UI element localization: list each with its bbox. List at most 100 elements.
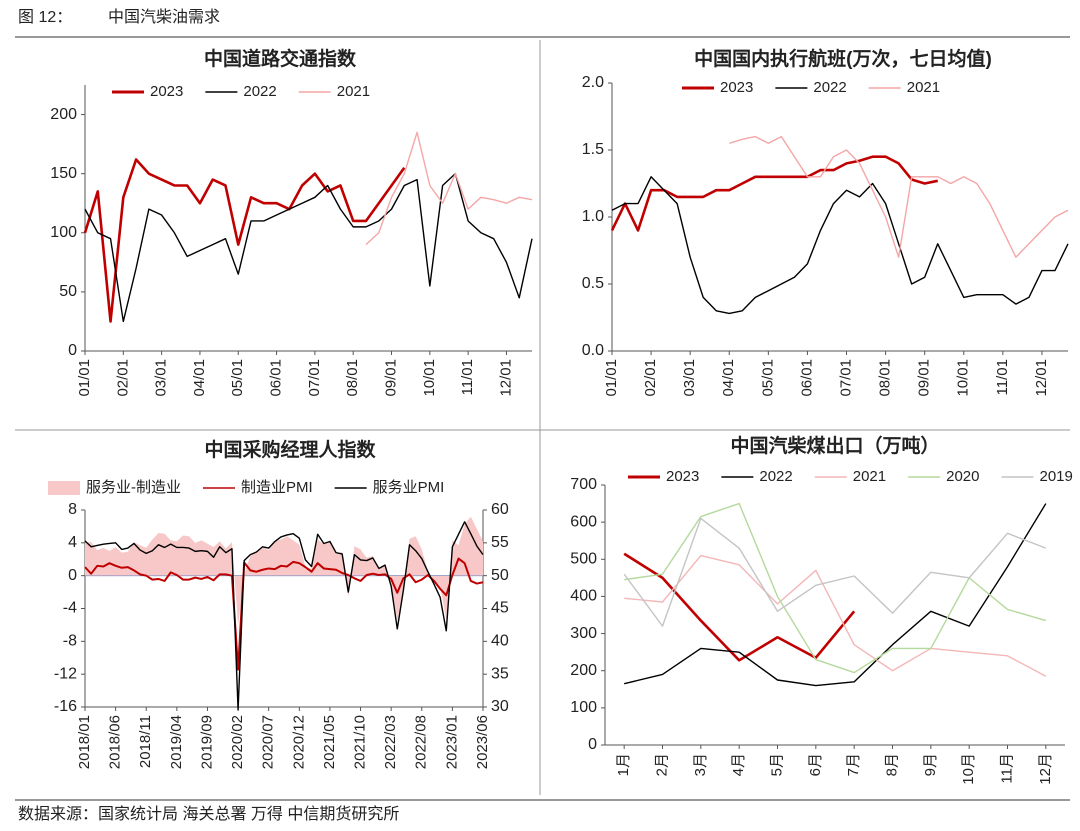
line — [623, 517, 1047, 627]
line — [623, 552, 856, 662]
x-tick-label: 7月 — [845, 753, 862, 776]
x-tick-label: 05/01 — [229, 359, 246, 397]
x-tick-label: 04/01 — [191, 359, 208, 397]
legend-label: 2023 — [150, 83, 183, 100]
legend-label: 2023 — [666, 468, 699, 485]
x-tick-label: 12/01 — [497, 359, 514, 397]
x-tick-label: 2020/12 — [290, 715, 307, 769]
y-tick-label: 400 — [570, 588, 597, 605]
x-tick-label: 12/01 — [1033, 359, 1050, 397]
figure-title: 中国汽柴油需求 — [108, 8, 220, 26]
y2-tick-label: 55 — [491, 534, 509, 551]
legend-label: 服务业PMI — [373, 479, 445, 496]
chart-title: 中国国内执行航班(万次，七日均值) — [694, 47, 992, 70]
y2-tick-label: 40 — [491, 633, 509, 650]
legend-label: 2021 — [337, 83, 370, 100]
line — [729, 135, 1069, 258]
y-tick-label: 600 — [570, 513, 597, 530]
x-tick-label: 11/01 — [459, 359, 476, 395]
line — [84, 172, 533, 323]
x-tick-label: 2023/06 — [474, 715, 491, 769]
x-tick-label: 6月 — [807, 753, 824, 776]
line — [84, 557, 484, 671]
x-tick-label: 2月 — [653, 753, 670, 776]
y-tick-label: 200 — [50, 106, 77, 123]
y-tick-label: 0 — [68, 567, 77, 584]
y-tick-label: 0.0 — [582, 342, 604, 359]
x-tick-label: 5月 — [768, 753, 785, 776]
x-tick-label: 10/01 — [955, 359, 972, 397]
y-tick-label: 0 — [588, 736, 597, 753]
y-tick-label: 150 — [50, 165, 77, 182]
y-tick-label: 500 — [570, 551, 597, 568]
y-tick-label: 0 — [68, 342, 77, 359]
x-tick-label: 03/01 — [681, 359, 698, 397]
line — [610, 155, 938, 232]
x-tick-label: 02/01 — [642, 359, 659, 397]
y2-tick-label: 30 — [491, 698, 509, 715]
x-tick-label: 12月 — [1037, 753, 1054, 785]
x-tick-label: 4月 — [730, 753, 747, 776]
x-tick-label: 2022/08 — [413, 715, 430, 769]
x-tick-label: 10月 — [960, 753, 977, 785]
y-tick-label: 50 — [59, 283, 77, 300]
x-tick-label: 04/01 — [720, 359, 737, 397]
legend-label: 2019 — [1040, 468, 1073, 485]
x-tick-label: 9月 — [922, 753, 939, 776]
legend-label: 2022 — [759, 468, 792, 485]
source-note: 数据来源：国家统计局 海关总署 万得 中信期货研究所 — [18, 805, 399, 823]
y-tick-label: 1.0 — [582, 208, 604, 225]
line — [84, 521, 484, 711]
x-tick-label: 8月 — [883, 753, 900, 776]
x-tick-label: 2020/02 — [229, 715, 246, 769]
x-tick-label: 2019/09 — [198, 715, 215, 769]
x-tick-label: 2022/03 — [382, 715, 399, 769]
y-tick-label: 100 — [570, 699, 597, 716]
x-tick-label: 2021/10 — [352, 715, 369, 769]
y2-tick-label: 50 — [491, 567, 509, 584]
x-tick-label: 06/01 — [268, 359, 285, 397]
x-tick-label: 08/01 — [877, 359, 894, 397]
x-tick-label: 05/01 — [759, 359, 776, 397]
legend-label: 制造业PMI — [241, 479, 313, 496]
figure-number: 图 12： — [18, 9, 72, 26]
legend-label: 2023 — [720, 79, 753, 96]
line — [624, 503, 1047, 687]
x-tick-label: 2021/05 — [321, 715, 338, 769]
x-tick-label: 03/01 — [153, 359, 170, 397]
y-tick-label: 1.5 — [582, 141, 604, 158]
chart-title: 中国道路交通指数 — [204, 47, 357, 70]
x-tick-label: 11月 — [998, 753, 1015, 784]
line — [365, 131, 533, 246]
x-tick-label: 2018/11 — [137, 715, 154, 768]
x-tick-label: 2019/04 — [168, 715, 185, 769]
legend-label: 2021 — [907, 79, 940, 96]
x-tick-label: 2023/01 — [443, 715, 460, 769]
y-tick-label: 4 — [68, 534, 77, 551]
x-tick-label: 2018/01 — [76, 715, 93, 769]
x-tick-label: 11/01 — [994, 359, 1011, 395]
legend-label: 服务业-制造业 — [86, 479, 181, 496]
y-tick-label: 300 — [570, 625, 597, 642]
x-tick-label: 01/01 — [76, 359, 93, 397]
line — [83, 158, 406, 323]
x-tick-label: 06/01 — [798, 359, 815, 397]
x-tick-label: 02/01 — [114, 359, 131, 397]
legend-label: 2022 — [813, 79, 846, 96]
y2-tick-label: 60 — [491, 501, 509, 518]
x-tick-label: 3月 — [692, 753, 709, 776]
y2-tick-label: 45 — [491, 600, 509, 617]
y-tick-label: 2.0 — [582, 74, 604, 91]
y-tick-label: 700 — [570, 476, 597, 493]
y-tick-label: -12 — [54, 665, 77, 682]
line — [624, 502, 1047, 674]
y-tick-label: 8 — [68, 501, 77, 518]
legend-swatch — [48, 481, 80, 495]
y-tick-label: 100 — [50, 224, 77, 241]
x-tick-label: 01/01 — [603, 359, 620, 397]
x-tick-label: 2018/06 — [107, 715, 124, 769]
line — [624, 554, 1047, 677]
y-tick-label: 200 — [570, 662, 597, 679]
x-tick-label: 09/01 — [916, 359, 933, 397]
